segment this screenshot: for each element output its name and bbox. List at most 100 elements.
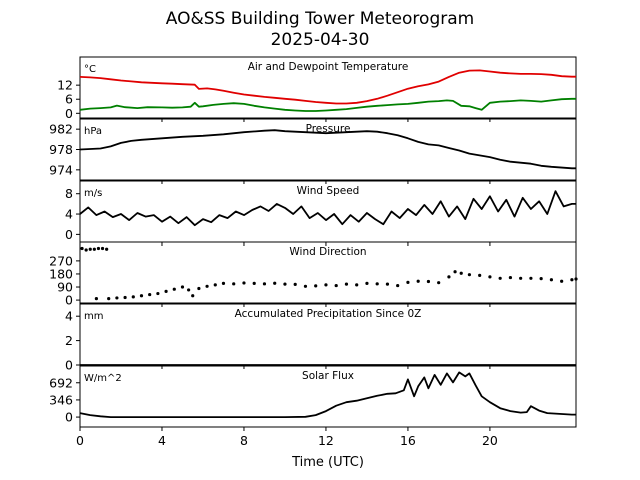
data-point [273,281,277,285]
y-tick-label: 346 [49,392,73,407]
data-point [180,285,185,289]
y-tick-label: 4 [65,309,73,324]
series-1-points [80,246,578,301]
data-point [191,294,195,298]
y-tick-label: 90 [57,280,73,295]
data-point [324,283,328,287]
y-tick-label: 270 [49,253,73,268]
series-2-line [79,97,576,112]
panel-unit: mm [84,311,103,322]
figure-title: AO&SS Building Tower Meteorogram [166,9,474,29]
y-tick-label: 692 [49,375,73,390]
data-point [92,247,96,251]
y-tick-label: 6 [65,92,73,107]
data-point [416,279,420,283]
panel-frame [79,241,577,304]
x-axis-label: Time (UTC) [291,455,364,470]
y-tick-label: 180 [49,266,73,281]
panel-6: 0 346 692 0 4 8 12 16 20 Solar Flux W/m^2 [49,365,577,448]
panel-2: 974 978 982 Pressure hPa [49,118,577,184]
data-point [115,296,119,300]
data-point [123,295,127,300]
data-point [365,281,369,285]
panel-frame [79,56,577,119]
panel-unit: °C [84,64,96,75]
data-point [262,282,267,286]
y-tick-label: 12 [57,78,73,93]
data-point [221,281,226,285]
data-point [94,297,98,301]
x-tick-label: 20 [482,433,498,448]
data-point [187,288,191,292]
data-point [406,280,410,284]
data-point [560,279,564,283]
data-point [508,275,513,280]
data-point [375,282,379,286]
data-point [197,286,201,291]
data-point [529,276,533,280]
panel-title: Wind Speed [297,185,360,197]
data-point [164,289,168,293]
data-point [242,281,246,285]
panel-unit: m/s [84,188,102,199]
y-tick-label: 0 [65,106,73,121]
figure-subtitle: 2025-04-30 [271,30,370,50]
x-tick-label: 8 [240,433,248,448]
y-tick-label: 0 [65,410,73,425]
data-point [213,283,217,287]
y-tick-label: 0 [65,358,73,373]
data-point [453,270,457,274]
series-1-line [79,371,576,419]
panel-title: Wind Direction [289,246,366,258]
data-point [156,291,160,296]
y-tick-label: 0 [65,293,73,308]
data-point [252,281,256,285]
data-point [232,282,236,286]
data-point [498,276,502,280]
data-point [549,278,554,282]
x-tick-label: 16 [400,433,416,448]
y-tick-label: 978 [49,142,73,157]
data-point [100,246,105,251]
data-point [96,246,101,251]
data-point [107,297,111,301]
data-point [131,295,135,299]
x-tick-label: 0 [76,433,84,448]
data-point [303,284,308,288]
data-point [88,247,92,251]
panel-frame [79,365,577,428]
data-point [334,283,338,288]
panel-title: Accumulated Precipitation Since 0Z [235,308,422,320]
data-point [80,246,84,251]
y-tick-label: 982 [49,122,73,137]
panel-title: Solar Flux [302,370,354,382]
data-point [283,282,287,286]
data-point [396,283,400,288]
data-point [148,292,152,297]
panel-3: 0 4 8 Wind Speed m/s [65,180,577,246]
data-point [105,247,109,251]
data-point [478,273,482,278]
data-point [467,273,472,277]
data-point [459,271,463,275]
data-point [139,294,144,298]
data-point [84,248,88,252]
data-point [519,276,523,280]
x-tick-label: 4 [158,433,166,448]
y-tick-label: 0 [65,227,73,242]
series-1-line [79,129,576,170]
y-tick-label: 4 [65,207,73,222]
data-point [344,282,349,286]
panel-5: 0 2 4 Accumulated Precipitation Since 0Z mm [65,303,577,373]
data-point [314,284,318,288]
data-point [205,284,209,288]
data-point [355,283,359,287]
x-tick-label: 12 [318,433,334,448]
data-point [437,281,441,285]
data-point [570,278,574,282]
y-tick-label: 8 [65,186,73,201]
